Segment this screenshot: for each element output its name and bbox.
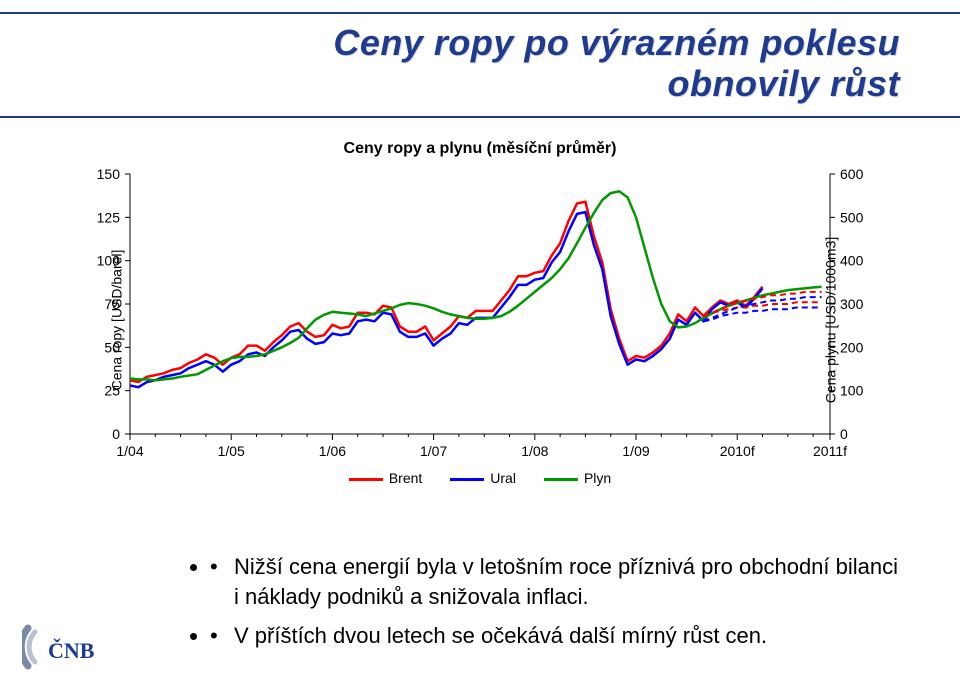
legend-swatch (450, 478, 484, 481)
chart-svg: 0 25 50 75 100 125 150 0 100 200 300 400 500 600 1/04 1… (70, 164, 890, 464)
svg-text:400: 400 (840, 253, 864, 269)
chart-container: Ceny ropy a plynu (měsíční průměr) Cena … (70, 140, 890, 500)
svg-text:0: 0 (840, 426, 848, 442)
title-line-1: Ceny ropy po výrazném poklesu (90, 22, 900, 63)
legend-swatch (349, 478, 383, 481)
svg-text:0: 0 (112, 426, 120, 442)
svg-text:1/04: 1/04 (116, 443, 143, 459)
svg-text:500: 500 (840, 209, 864, 225)
svg-text:1/06: 1/06 (319, 443, 346, 459)
bullet-item: Nižší cena energií byla v letošním roce … (210, 552, 900, 611)
svg-text:125: 125 (97, 209, 121, 225)
bullet-item: V příštích dvou letech se očekává další … (210, 621, 900, 651)
legend-swatch (544, 478, 578, 481)
legend-item: Plyn (544, 470, 611, 486)
svg-text:25: 25 (104, 383, 120, 399)
svg-text:1/08: 1/08 (521, 443, 548, 459)
title-line-2: obnovily růst (90, 63, 900, 104)
svg-text:150: 150 (97, 166, 121, 182)
page-title: Ceny ropy po výrazném poklesu obnovily r… (90, 22, 900, 105)
legend-label: Brent (389, 470, 422, 486)
svg-text:1/09: 1/09 (622, 443, 649, 459)
svg-text:ČNB: ČNB (48, 638, 95, 663)
brand-logo: ČNB (22, 622, 106, 672)
legend-item: Ural (450, 470, 516, 486)
svg-text:600: 600 (840, 166, 864, 182)
svg-text:1/05: 1/05 (218, 443, 245, 459)
header-rule-top (0, 12, 960, 14)
svg-text:2010f: 2010f (720, 443, 755, 459)
header-rule-bottom (0, 116, 960, 118)
legend-label: Plyn (584, 470, 611, 486)
svg-text:100: 100 (840, 383, 864, 399)
legend-item: Brent (349, 470, 422, 486)
svg-text:75: 75 (104, 296, 120, 312)
svg-text:300: 300 (840, 296, 864, 312)
legend-label: Ural (490, 470, 516, 486)
svg-text:2011f: 2011f (813, 443, 847, 459)
chart-legend: Brent Ural Plyn (70, 470, 890, 486)
svg-text:200: 200 (840, 339, 864, 355)
svg-text:50: 50 (104, 339, 120, 355)
chart-subtitle: Ceny ropy a plynu (měsíční průměr) (70, 140, 890, 158)
svg-text:100: 100 (97, 253, 121, 269)
svg-text:1/07: 1/07 (420, 443, 447, 459)
bullet-list: Nižší cena energií byla v letošním roce … (170, 552, 900, 661)
